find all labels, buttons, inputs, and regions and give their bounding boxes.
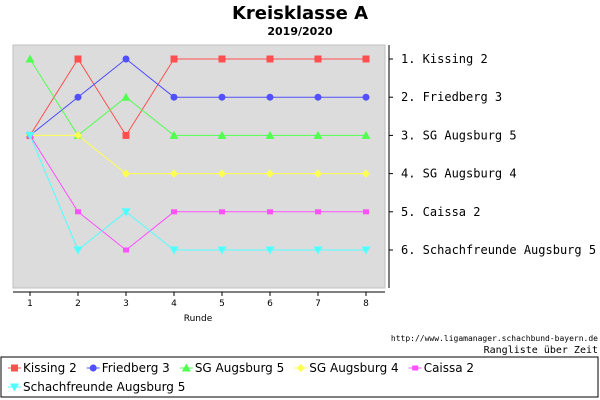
data-point bbox=[218, 93, 226, 101]
data-point bbox=[75, 209, 81, 215]
source-url: http://www.ligamanager.schachbund-bayern… bbox=[391, 334, 598, 343]
data-point bbox=[267, 209, 273, 215]
legend-marker bbox=[89, 364, 97, 372]
x-axis-label: Runde bbox=[184, 314, 213, 324]
data-point bbox=[74, 131, 82, 140]
legend-label: Kissing 2 bbox=[23, 361, 77, 375]
x-tick-label: 1 bbox=[27, 299, 33, 309]
data-point bbox=[362, 93, 370, 101]
legend-marker bbox=[181, 363, 191, 372]
chart-subtitle: 2019/2020 bbox=[267, 25, 333, 38]
data-point bbox=[313, 246, 323, 255]
data-point bbox=[217, 130, 227, 139]
data-point bbox=[363, 209, 369, 215]
series-layer bbox=[25, 54, 371, 255]
caption: Rangliste über Zeit bbox=[484, 345, 598, 356]
legend-label: Schachfreunde Augsburg 5 bbox=[23, 380, 185, 394]
data-point bbox=[121, 208, 131, 217]
data-point bbox=[314, 169, 322, 178]
data-point bbox=[122, 55, 130, 63]
data-point bbox=[314, 55, 322, 63]
data-point bbox=[314, 93, 322, 101]
data-point bbox=[362, 55, 370, 63]
legend-label: Friedberg 3 bbox=[102, 361, 170, 375]
data-point bbox=[315, 209, 321, 215]
series-line bbox=[29, 58, 366, 136]
data-point bbox=[74, 93, 82, 101]
data-point bbox=[219, 209, 225, 215]
legend-marker bbox=[11, 364, 18, 372]
rank-label: 4. SG Augsburg 4 bbox=[401, 167, 517, 181]
data-point bbox=[265, 130, 275, 139]
data-point bbox=[313, 130, 323, 139]
data-point bbox=[73, 246, 83, 255]
series-line bbox=[29, 58, 366, 137]
data-point bbox=[122, 131, 130, 139]
series-line bbox=[29, 135, 366, 251]
data-point bbox=[25, 131, 35, 140]
data-point bbox=[169, 130, 179, 139]
rank-label: 2. Friedberg 3 bbox=[401, 90, 502, 104]
series-line bbox=[29, 135, 366, 251]
legend-box bbox=[0, 356, 599, 398]
data-point bbox=[361, 130, 371, 139]
data-point bbox=[170, 93, 178, 101]
data-point bbox=[266, 55, 274, 63]
x-tick-label: 7 bbox=[315, 299, 321, 309]
data-point bbox=[171, 209, 177, 215]
data-point bbox=[122, 169, 130, 178]
plot-area bbox=[12, 44, 386, 289]
data-point bbox=[218, 169, 226, 178]
legend-marker bbox=[10, 383, 19, 392]
data-point bbox=[25, 54, 35, 63]
x-tick-label: 8 bbox=[363, 299, 369, 309]
data-point bbox=[121, 92, 131, 101]
legend-label: SG Augsburg 5 bbox=[195, 361, 284, 375]
data-point bbox=[266, 169, 274, 178]
data-point bbox=[217, 246, 227, 255]
data-point bbox=[361, 246, 371, 255]
data-point bbox=[170, 169, 178, 178]
legend-marker bbox=[296, 364, 305, 372]
x-tick-label: 3 bbox=[123, 299, 129, 309]
series-line bbox=[29, 58, 366, 137]
data-point bbox=[123, 247, 129, 253]
data-point bbox=[169, 246, 179, 255]
rank-labels: 1. Kissing 2 2. Friedberg 3 3. SG Augsburg… bbox=[389, 52, 596, 257]
x-tick-label: 2 bbox=[75, 299, 81, 309]
data-point bbox=[362, 169, 370, 178]
legend-marker bbox=[412, 365, 419, 371]
data-point bbox=[218, 55, 226, 63]
data-point bbox=[170, 55, 178, 63]
rank-label: 1. Kissing 2 bbox=[401, 52, 488, 66]
data-point bbox=[265, 246, 275, 255]
data-point bbox=[74, 55, 82, 63]
data-point bbox=[266, 93, 274, 101]
rank-label: 6. Schachfreunde Augsburg 5 bbox=[401, 243, 596, 257]
legend: Kissing 2 Friedberg 3 SG Augsburg 5 SG Augs… bbox=[8, 361, 474, 394]
x-tick-label: 5 bbox=[219, 299, 225, 309]
legend-label: Caissa 2 bbox=[424, 361, 474, 375]
legend-label: SG Augsburg 4 bbox=[309, 361, 398, 375]
rank-label: 5. Caissa 2 bbox=[401, 205, 480, 219]
x-axis-ticks: 1 2 3 4 5 6 7 8 bbox=[27, 292, 369, 309]
x-tick-label: 4 bbox=[171, 299, 177, 309]
chart-title: Kreisklasse A bbox=[232, 3, 368, 24]
x-tick-label: 6 bbox=[267, 299, 273, 309]
rank-label: 3. SG Augsburg 5 bbox=[401, 128, 517, 142]
series-line bbox=[30, 134, 366, 175]
